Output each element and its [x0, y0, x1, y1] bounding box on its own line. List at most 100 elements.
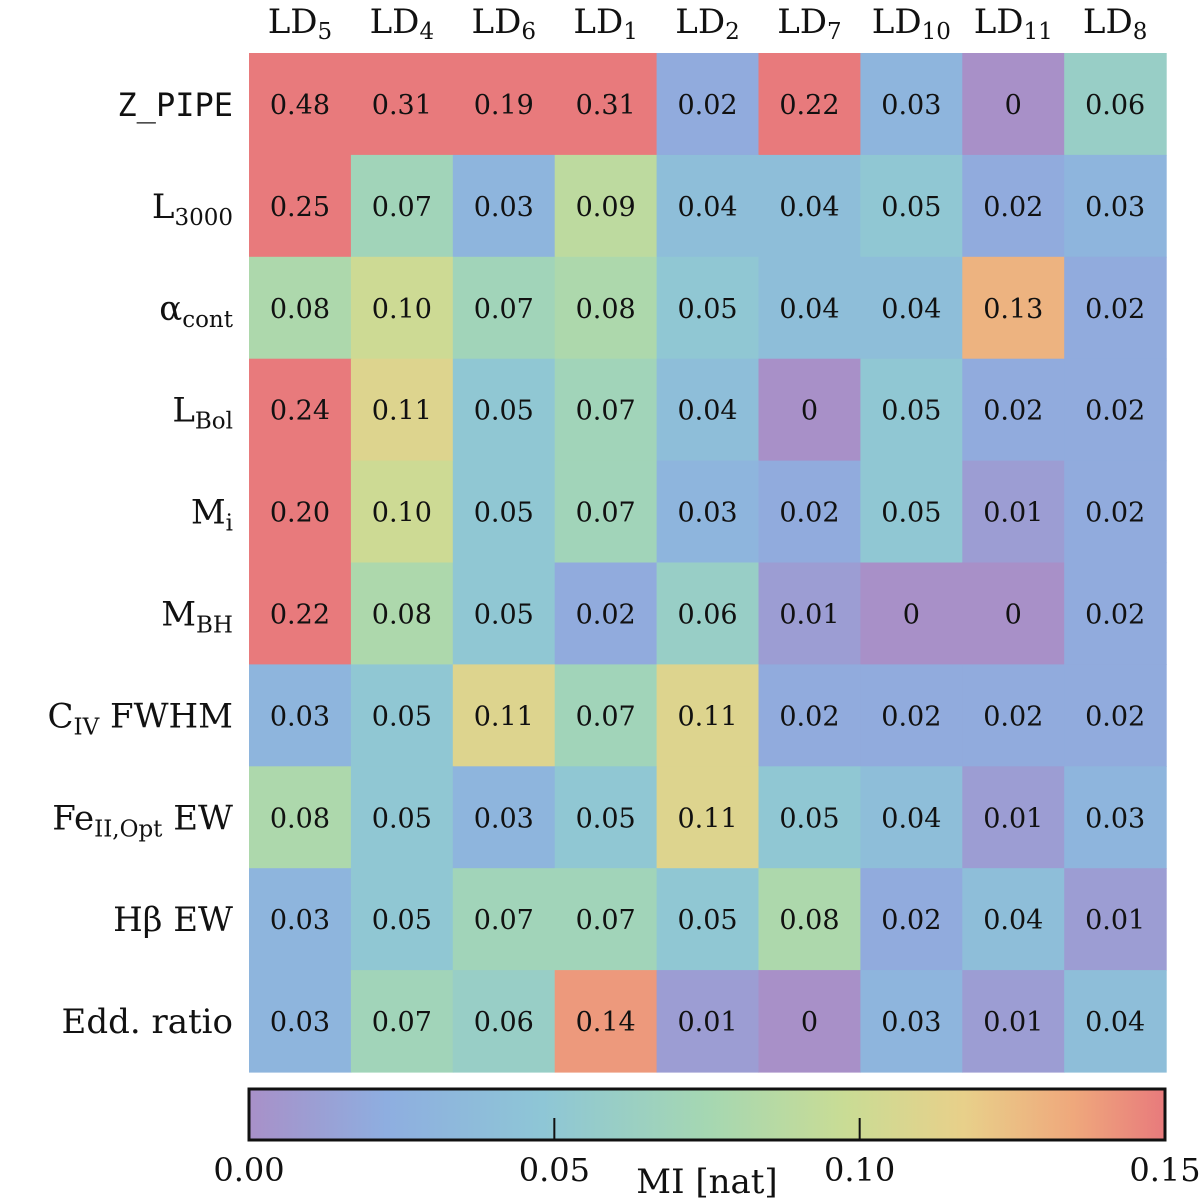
cell-value-label: 0.05 — [881, 396, 941, 427]
heatmap-cell — [962, 154, 1065, 258]
heatmap-cell — [452, 970, 556, 1073]
cell-value-label: 0.08 — [779, 905, 839, 936]
cell-value-label: 0.14 — [576, 1007, 636, 1038]
column-label: LD10 — [872, 2, 951, 45]
cell-value-label: 0.04 — [779, 294, 839, 325]
cell-value-label: 0.25 — [270, 192, 330, 223]
cell-value-label: 0.04 — [1085, 1007, 1145, 1038]
heatmap-cell — [249, 256, 352, 360]
heatmap-cell — [860, 766, 963, 869]
cell-value-label: 0.05 — [372, 701, 432, 732]
cell-value-label: 0.48 — [270, 90, 330, 121]
colorbar: 0.00 0.05 0.10 0.15 MI [nat] — [213, 1087, 1200, 1202]
cell-value-label: 0.02 — [677, 90, 737, 121]
cell-value-label: 0.01 — [1085, 905, 1145, 936]
cell-value-label: 0.11 — [474, 701, 534, 732]
cell-value-label: 0.03 — [474, 803, 534, 834]
cell-value-label: 0.03 — [270, 1007, 330, 1038]
cell-value-label: 0 — [1005, 90, 1022, 121]
cell-value-label: 0.03 — [1085, 803, 1145, 834]
heatmap-cell — [758, 766, 861, 869]
column-label: LD1 — [573, 2, 637, 45]
heatmap-cell — [554, 664, 658, 767]
heatmap-cell — [860, 256, 963, 360]
cell-value-label: 0 — [801, 396, 818, 427]
cell-value-label: 0.03 — [474, 192, 534, 223]
cell-value-label: 0.02 — [576, 599, 636, 630]
cell-value-label: 0.09 — [576, 192, 636, 223]
cell-value-label: 0.05 — [576, 803, 636, 834]
cell-value-label: 0.03 — [1085, 192, 1145, 223]
cell-value-label: 0.04 — [677, 192, 737, 223]
heatmap-cell — [249, 766, 352, 869]
cell-value-label: 0.05 — [779, 803, 839, 834]
cell-value-label: 0.05 — [677, 905, 737, 936]
heatmap-cell — [249, 970, 352, 1073]
cell-value-label: 0.10 — [372, 294, 432, 325]
row-label: Z_PIPE — [117, 86, 233, 124]
heatmap-cell — [1064, 868, 1167, 971]
heatmap-cell — [656, 256, 760, 360]
row-label: FeII,Opt EW — [52, 798, 233, 842]
cell-value-label: 0.05 — [474, 396, 534, 427]
heatmap-cell — [656, 766, 760, 869]
cell-value-label: 0.01 — [983, 803, 1043, 834]
cell-value-label: 0.31 — [576, 90, 636, 121]
cell-value-label: 0.04 — [677, 396, 737, 427]
heatmap-cell — [350, 256, 454, 360]
heatmap-cell-values: 0.48 0.31 0.19 0.31 0.02 0.22 0.03 0 0.06 0.25 0.0… — [270, 90, 1145, 1038]
cell-value-label: 0.03 — [270, 701, 330, 732]
cell-value-label: 0.01 — [983, 1007, 1043, 1038]
heatmap-cell — [554, 358, 658, 462]
heatmap-cell — [249, 460, 352, 564]
heatmap-cell — [249, 358, 352, 462]
cell-value-label: 0.07 — [474, 905, 534, 936]
heatmap-cell — [758, 460, 861, 564]
heatmap-cell — [1064, 154, 1167, 258]
cell-value-label: 0.11 — [677, 803, 737, 834]
heatmap-cell — [249, 868, 352, 971]
heatmap-cell — [1064, 460, 1167, 564]
cell-value-label: 0.07 — [474, 294, 534, 325]
cell-value-label: 0.05 — [474, 498, 534, 529]
heatmap-cell — [554, 256, 658, 360]
column-label: LD5 — [268, 2, 332, 45]
cell-value-label: 0.05 — [474, 599, 534, 630]
column-label: LD11 — [974, 2, 1053, 45]
heatmap-cell — [1064, 970, 1167, 1073]
cell-value-label: 0.11 — [677, 701, 737, 732]
cell-value-label: 0.07 — [576, 396, 636, 427]
heatmap-cell — [554, 460, 658, 564]
row-label: Hβ EW — [113, 900, 233, 940]
row-label: LBol — [172, 391, 233, 435]
heatmap-cell — [860, 358, 963, 462]
cell-value-label: 0.05 — [372, 803, 432, 834]
cell-value-label: 0.06 — [1085, 90, 1145, 121]
heatmap-cell — [758, 562, 861, 665]
heatmap-cell — [452, 154, 556, 258]
cell-value-label: 0.01 — [779, 599, 839, 630]
cell-value-label: 0.02 — [1085, 599, 1145, 630]
heatmap-cell — [1064, 358, 1167, 462]
heatmap-cell — [962, 562, 1065, 665]
heatmap-cell — [656, 664, 760, 767]
cell-value-label: 0.03 — [881, 90, 941, 121]
heatmap-cell — [452, 53, 556, 156]
cell-value-label: 0.02 — [983, 192, 1043, 223]
cell-value-label: 0.13 — [983, 294, 1043, 325]
heatmap-cell — [656, 154, 760, 258]
heatmap-cell — [1064, 53, 1167, 156]
heatmap-cell — [249, 154, 352, 258]
heatmap-cell — [554, 562, 658, 665]
cell-value-label: 0.24 — [270, 396, 330, 427]
colorbar-tick-label: 0.00 — [213, 1151, 284, 1189]
heatmap-cell — [350, 766, 454, 869]
row-labels: Z_PIPE L3000 αcont LBol Mi MBH CIV FWHM FeII,Op… — [47, 86, 233, 1042]
cell-value-label: 0 — [801, 1007, 818, 1038]
heatmap-cell — [554, 53, 658, 156]
heatmap-cell — [758, 868, 861, 971]
heatmap-cell — [860, 460, 963, 564]
heatmap-cell — [1064, 562, 1167, 665]
cell-value-label: 0.02 — [983, 701, 1043, 732]
cell-value-label: 0.02 — [881, 701, 941, 732]
